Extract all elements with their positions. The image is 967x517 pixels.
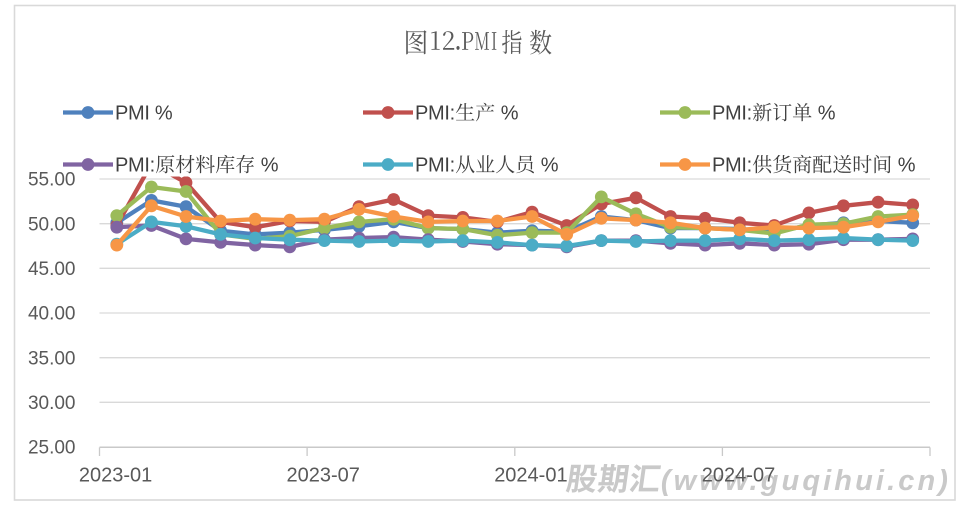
svg-text:%: % [501, 103, 519, 125]
svg-text:PMI:: PMI: [712, 155, 752, 177]
svg-text:PMI:: PMI: [415, 103, 455, 125]
svg-text:%: % [261, 155, 279, 177]
svg-text:%: % [818, 103, 836, 125]
svg-text:30.00: 30.00 [28, 393, 76, 414]
svg-text:50.00: 50.00 [28, 214, 76, 235]
svg-text:2023-07: 2023-07 [286, 465, 359, 487]
svg-text:%: % [541, 155, 559, 177]
svg-text:40.00: 40.00 [28, 304, 76, 325]
svg-text:35.00: 35.00 [28, 348, 76, 369]
svg-text:PMI:: PMI: [115, 155, 155, 177]
svg-text:2024-07: 2024-07 [702, 465, 775, 487]
svg-text:55.00: 55.00 [28, 170, 76, 191]
svg-text:(www.guqihui.cn): (www.guqihui.cn) [661, 465, 951, 497]
svg-text:2023-01: 2023-01 [79, 465, 152, 487]
svg-text:25.00: 25.00 [28, 438, 76, 459]
svg-text:%: % [898, 155, 916, 177]
svg-text:2024-01: 2024-01 [494, 465, 567, 487]
svg-text:45.00: 45.00 [28, 259, 76, 280]
svg-text:PMI %: PMI % [115, 103, 173, 125]
svg-text:PMI:: PMI: [415, 155, 455, 177]
svg-text:PMI:: PMI: [712, 103, 752, 125]
